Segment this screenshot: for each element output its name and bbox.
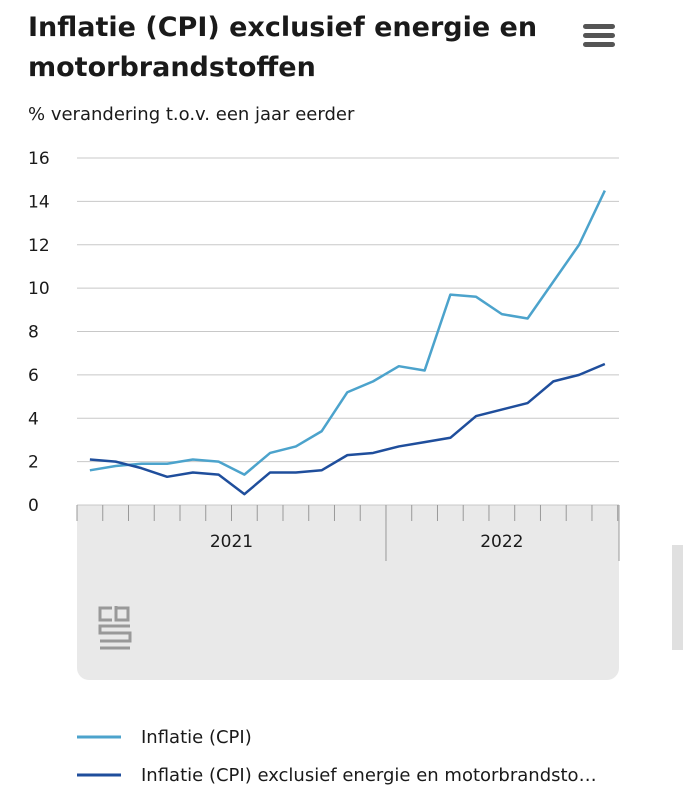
y-tick-label: 4 bbox=[28, 409, 39, 429]
y-tick-label: 0 bbox=[28, 496, 39, 516]
menu-icon[interactable] bbox=[583, 24, 615, 47]
x-group-label: 2021 bbox=[210, 532, 253, 552]
line-series bbox=[89, 362, 606, 496]
y-tick-label: 10 bbox=[28, 279, 50, 299]
y-tick-label: 8 bbox=[28, 323, 39, 343]
x-group-label: 2022 bbox=[480, 532, 523, 552]
chart-title: Inflatie (CPI) exclusief energie en bbox=[28, 12, 537, 43]
legend-label: Inflatie (CPI) exclusief energie en moto… bbox=[141, 765, 597, 786]
x-axis-band bbox=[77, 505, 619, 680]
y-tick-label: 6 bbox=[28, 366, 39, 386]
line-series bbox=[89, 189, 606, 476]
scroll-edge bbox=[672, 545, 683, 650]
y-tick-label: 12 bbox=[28, 236, 50, 256]
subtitle: % verandering t.o.v. een jaar eerder bbox=[28, 104, 355, 125]
y-tick-label: 16 bbox=[28, 149, 50, 169]
y-tick-label: 2 bbox=[28, 453, 39, 473]
y-tick-label: 14 bbox=[28, 192, 50, 212]
cbs-logo bbox=[98, 606, 132, 650]
chart-title: motorbrandstoffen bbox=[28, 52, 316, 83]
legend-label: Inflatie (CPI) bbox=[141, 727, 252, 748]
